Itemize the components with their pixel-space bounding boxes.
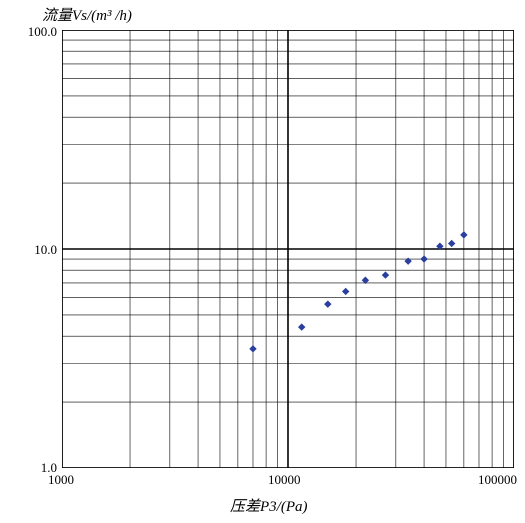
x-tick-label: 100000 bbox=[478, 472, 517, 488]
y-axis-title: 流量Vs/(m³ /h) bbox=[42, 4, 132, 25]
x-axis-title: 压差P3/(Pa) bbox=[230, 495, 307, 516]
x-tick-label: 10000 bbox=[268, 472, 301, 488]
data-point bbox=[343, 288, 349, 294]
scatter-plot bbox=[62, 30, 514, 468]
data-point bbox=[362, 277, 368, 283]
data-point bbox=[421, 256, 427, 262]
data-point bbox=[449, 240, 455, 246]
data-point bbox=[299, 324, 305, 330]
data-point bbox=[382, 272, 388, 278]
data-point bbox=[461, 232, 467, 238]
y-tick-label: 10.0 bbox=[34, 242, 57, 258]
chart-container: 流量Vs/(m³ /h) 100.0 10.0 1.0 1000 10000 1… bbox=[0, 0, 525, 523]
y-tick-label: 100.0 bbox=[28, 24, 57, 40]
x-tick-label: 1000 bbox=[48, 472, 74, 488]
data-point bbox=[325, 301, 331, 307]
data-point bbox=[250, 346, 256, 352]
